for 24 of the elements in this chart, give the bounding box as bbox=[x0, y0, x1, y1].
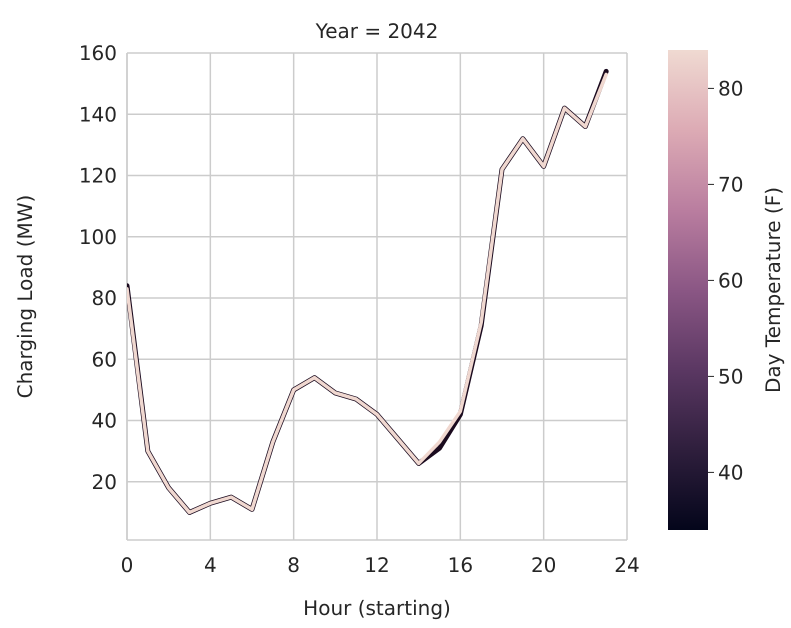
color-bar-label: 60 bbox=[718, 268, 744, 292]
y-tick-label: 60 bbox=[92, 347, 117, 372]
y-tick-label: 20 bbox=[92, 470, 117, 494]
y-tick-label: 120 bbox=[78, 164, 117, 188]
y-tick-label: 100 bbox=[78, 224, 117, 249]
chart-title: Year = 2042 bbox=[314, 19, 438, 43]
x-tick-label: 4 bbox=[204, 553, 217, 577]
x-tick-label: 0 bbox=[120, 553, 134, 577]
color-bar-label: 80 bbox=[718, 76, 744, 100]
y-axis-title: Charging Load (MW) bbox=[13, 194, 37, 398]
x-tick-label: 8 bbox=[287, 553, 300, 577]
color-bar-label: 70 bbox=[718, 172, 744, 196]
x-tick-label: 16 bbox=[448, 553, 474, 577]
color-bar-label: 50 bbox=[718, 364, 744, 388]
color-bar-label: 40 bbox=[718, 460, 744, 484]
y-tick-label: 80 bbox=[92, 286, 117, 310]
x-tick-label: 20 bbox=[530, 553, 556, 577]
x-axis-title: Hour (starting) bbox=[303, 596, 451, 620]
y-tick-label: 40 bbox=[92, 408, 117, 433]
y-tick-label: 140 bbox=[78, 102, 117, 126]
x-tick-label: 12 bbox=[364, 553, 390, 577]
y-tick-label: 160 bbox=[78, 41, 117, 65]
x-tick-label: 24 bbox=[614, 553, 640, 577]
color-bar-title: Day Temperature (F) bbox=[761, 186, 785, 394]
